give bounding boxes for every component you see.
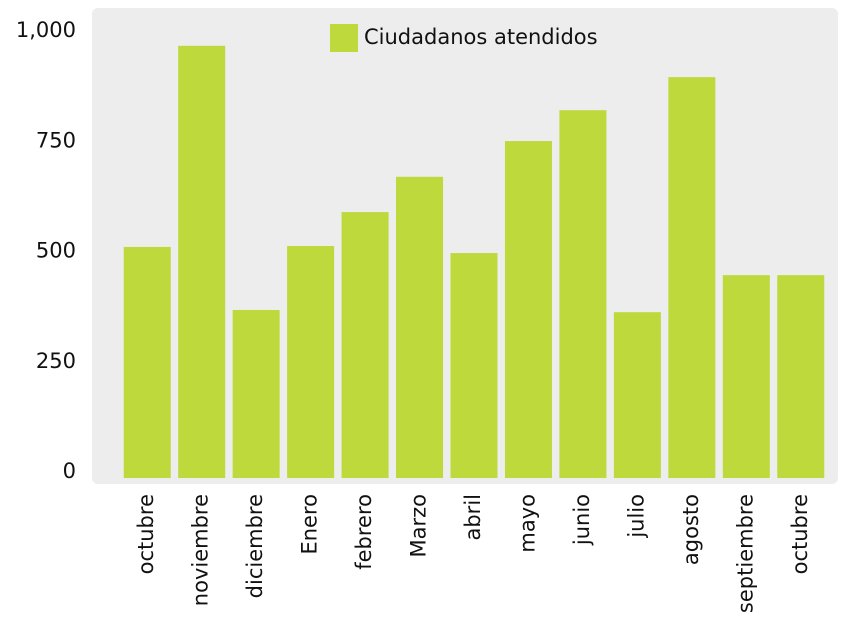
bar	[613, 312, 661, 478]
legend-swatch	[330, 24, 358, 52]
x-tick-label: junio	[570, 494, 594, 546]
bar	[668, 77, 716, 479]
x-tick-label: octubre	[134, 494, 158, 574]
x-tick-label: octubre	[788, 494, 812, 574]
x-tick-label: febrero	[352, 494, 376, 570]
bar	[287, 246, 335, 478]
x-tick-label: Marzo	[407, 494, 431, 558]
y-tick-label: 500	[36, 239, 76, 263]
x-tick-label: diciembre	[243, 494, 267, 598]
bar	[123, 246, 171, 478]
bar	[396, 176, 444, 478]
y-tick-label: 0	[63, 459, 76, 483]
bar	[341, 212, 389, 478]
y-tick-label: 750	[36, 128, 76, 152]
x-tick-label: mayo	[515, 494, 539, 553]
y-tick-label: 1,000	[16, 18, 76, 42]
x-tick-label: Enero	[298, 494, 322, 555]
x-tick-label: agosto	[679, 494, 703, 565]
bar	[450, 253, 498, 478]
bar	[559, 110, 607, 479]
bar	[504, 141, 552, 479]
x-tick-label: julio	[624, 494, 648, 539]
legend-label: Ciudadanos atendidos	[364, 25, 598, 49]
bar	[232, 309, 280, 478]
bar	[178, 45, 226, 478]
x-tick-label: abril	[461, 494, 485, 541]
x-tick-label: noviembre	[189, 494, 213, 606]
y-tick-label: 250	[36, 349, 76, 373]
x-tick-label: septiembre	[733, 494, 757, 613]
bar	[777, 275, 825, 478]
bar	[722, 275, 770, 478]
